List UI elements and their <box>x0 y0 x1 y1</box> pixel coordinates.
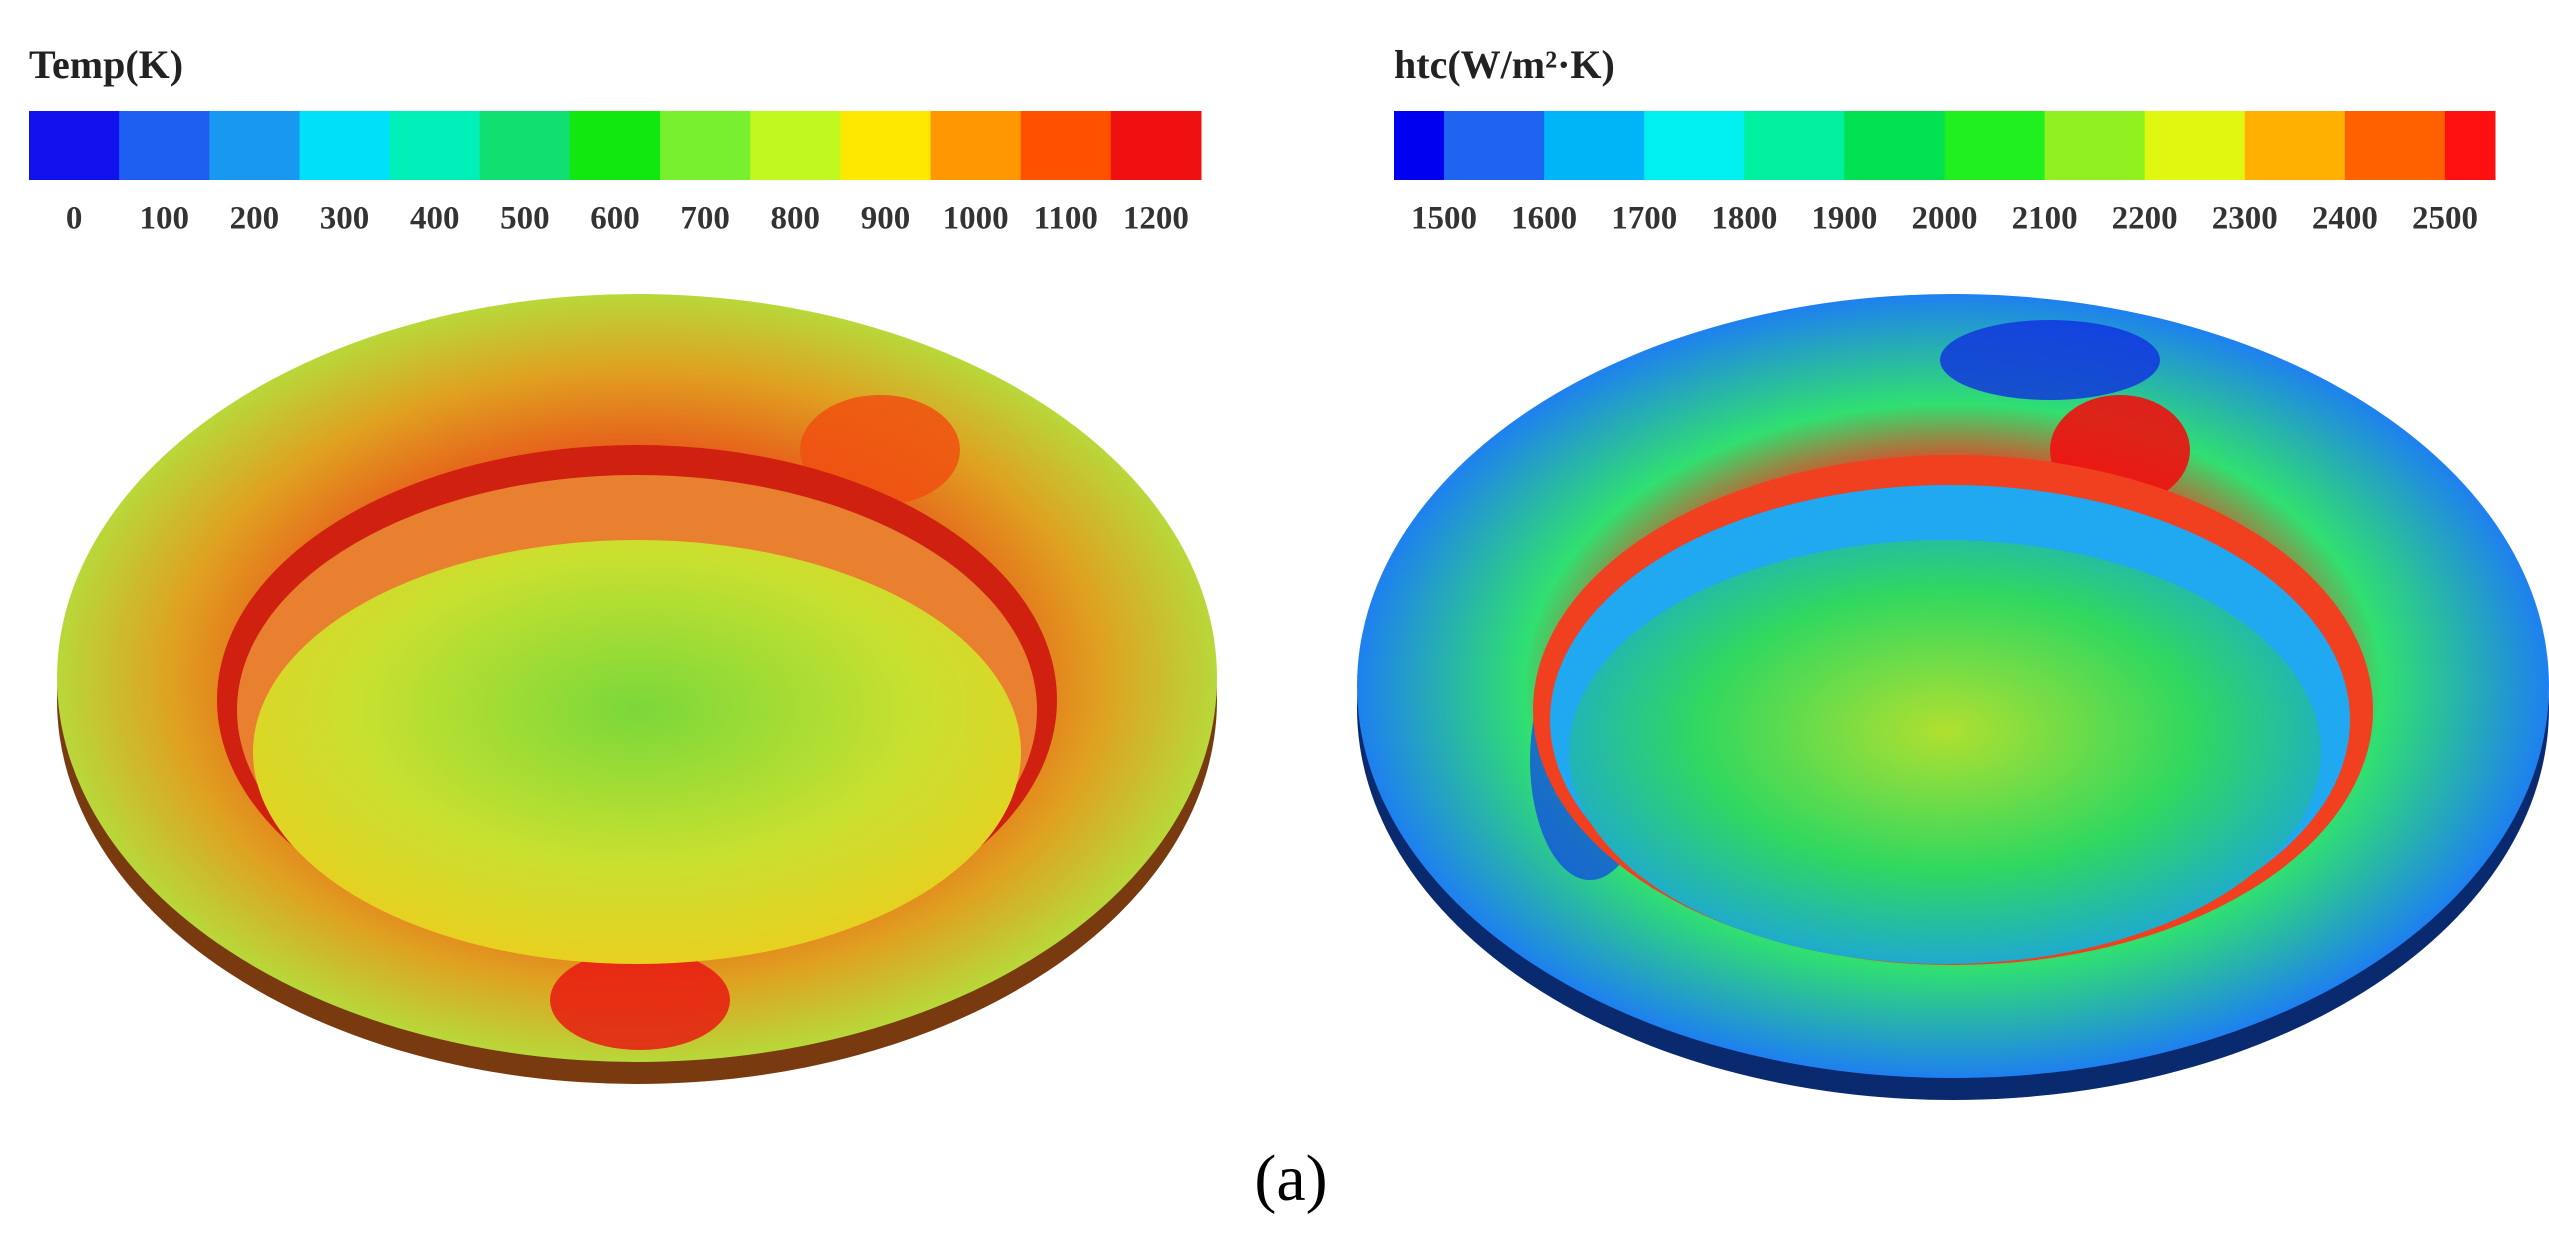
colorbar-segment <box>750 111 841 180</box>
colorbar-title: htc(W/m²·K) <box>1394 42 1615 87</box>
caption: (a) <box>1254 1142 1327 1215</box>
colorbar-tick-label: 300 <box>320 201 370 237</box>
htc-disc <box>1357 294 2549 1100</box>
colorbar-tick-label: 2200 <box>2112 201 2178 237</box>
colorbar-segment <box>2044 111 2146 180</box>
colorbar-segment <box>2444 111 2496 180</box>
colorbar-tick-label: 600 <box>590 201 640 237</box>
colorbar-segment <box>2344 111 2446 180</box>
colorbar-segment <box>2244 111 2346 180</box>
colorbar-tick-label: 2500 <box>2412 201 2478 237</box>
colorbar-tick-label: 500 <box>500 201 550 237</box>
colorbar-tick-label: 900 <box>861 201 911 237</box>
colorbar-tick-label: 1600 <box>1511 201 1577 237</box>
colorbar-segment <box>1444 111 1545 180</box>
colorbar-tick-label: 1700 <box>1611 201 1677 237</box>
colorbar-segment <box>1844 111 1945 180</box>
colorbar-segment <box>209 111 300 180</box>
colorbar-title: Temp(K) <box>29 42 183 87</box>
colorbar-tick-label: 0 <box>66 201 83 237</box>
colorbar-tick-label: 1200 <box>1123 201 1189 237</box>
colorbar-segment <box>840 111 932 180</box>
colorbar-segment <box>1394 111 1445 180</box>
colorbar-tick-label: 2300 <box>2212 201 2278 237</box>
colorbar-segment <box>1110 111 1202 180</box>
colorbar-tick-label: 2000 <box>1912 201 1978 237</box>
colorbar-segment <box>389 111 481 180</box>
colorbar-segment <box>2144 111 2246 180</box>
colorbar-tick-label: 400 <box>410 201 460 237</box>
colorbar-segment <box>1744 111 1845 180</box>
colorbar-segment <box>479 111 571 180</box>
temp-disc <box>57 294 1217 1084</box>
colorbar-segment <box>1644 111 1745 180</box>
colorbar-tick-label: 200 <box>230 201 280 237</box>
colorbar-segment <box>930 111 1022 180</box>
colorbar-segment <box>569 111 661 180</box>
colorbar-tick-label: 1500 <box>1411 201 1477 237</box>
colorbar-tick-label: 100 <box>139 201 189 237</box>
colorbar-tick-label: 2100 <box>2012 201 2078 237</box>
colorbar-segment <box>1020 111 1112 180</box>
colorbar-tick-label: 1800 <box>1711 201 1777 237</box>
colorbar-tick-label: 1100 <box>1034 201 1098 237</box>
colorbar-tick-label: 1900 <box>1811 201 1877 237</box>
colorbar-segment <box>660 111 751 180</box>
colorbar-tick-label: 700 <box>680 201 730 237</box>
colorbar-segment <box>299 111 391 180</box>
colorbar-segment <box>119 111 210 180</box>
colorbar-segment <box>1544 111 1645 180</box>
colorbar-tick-label: 2400 <box>2312 201 2378 237</box>
colorbar-segment <box>1944 111 2046 180</box>
colorbar-tick-label: 1000 <box>943 201 1009 237</box>
colorbar-tick-label: 800 <box>771 201 821 237</box>
colorbar-segment <box>29 111 120 180</box>
